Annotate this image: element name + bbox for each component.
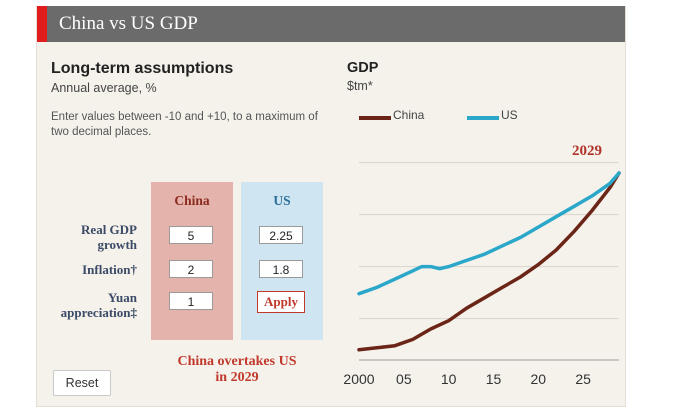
x-tick-label: 05 bbox=[396, 371, 412, 387]
apply-button[interactable]: Apply bbox=[257, 291, 305, 313]
china-inflation-input[interactable]: 2 bbox=[169, 260, 213, 278]
row-label-yuan-appreciation: Yuan appreciation‡ bbox=[61, 290, 137, 320]
x-tick-label: 2000 bbox=[343, 371, 374, 387]
overtake-year-label: 2029 bbox=[572, 143, 602, 159]
assumptions-instructions: Enter values between -10 and +10, to a m… bbox=[51, 111, 318, 138]
us-column-header: US bbox=[273, 193, 291, 208]
x-tick-label: 25 bbox=[575, 371, 591, 387]
row-label-line2: growth bbox=[97, 237, 137, 252]
row-label-line2: appreciation‡ bbox=[60, 305, 137, 320]
header-accent-bar bbox=[37, 6, 47, 42]
x-tick-label: 10 bbox=[441, 371, 457, 387]
assumptions-subtitle: Annual average, % bbox=[51, 81, 157, 95]
gdp-widget: China vs US GDP Long-term assumptions An… bbox=[36, 6, 626, 407]
chart-unit: $tm* bbox=[347, 79, 373, 93]
gdp-line-chart: 2000 05 10 15 20 25 bbox=[343, 162, 621, 387]
x-tick-label: 20 bbox=[531, 371, 547, 387]
row-label-line1: Inflation† bbox=[82, 262, 137, 277]
widget-title: China vs US GDP bbox=[59, 13, 198, 34]
us-gdp-growth-input[interactable]: 2.25 bbox=[259, 226, 303, 244]
overtake-message: China overtakes US in 2029 bbox=[137, 354, 337, 386]
widget-header: China vs US GDP bbox=[37, 6, 625, 42]
us-inflation-input[interactable]: 1.8 bbox=[259, 260, 303, 278]
china-yuan-appreciation-input[interactable]: 1 bbox=[169, 292, 213, 310]
china-column-header: China bbox=[174, 193, 210, 208]
row-label-real-gdp-growth: Real GDP growth bbox=[81, 222, 137, 252]
row-label-inflation: Inflation† bbox=[82, 262, 137, 277]
row-label-line1: Yuan bbox=[107, 290, 137, 305]
overtake-line2: in 2029 bbox=[215, 370, 259, 385]
x-tick-label: 15 bbox=[486, 371, 502, 387]
series-line-us bbox=[357, 171, 621, 296]
legend-swatch-china bbox=[359, 116, 391, 120]
legend-swatch-us bbox=[467, 116, 499, 120]
legend-label-china: China bbox=[393, 108, 425, 122]
reset-button[interactable]: Reset bbox=[53, 370, 111, 396]
overtake-line1: China overtakes US bbox=[177, 354, 297, 369]
assumptions-title: Long-term assumptions bbox=[51, 60, 234, 77]
series-line-china bbox=[357, 171, 621, 352]
china-gdp-growth-input[interactable]: 5 bbox=[169, 226, 213, 244]
chart-title: GDP bbox=[347, 60, 379, 76]
legend-label-us: US bbox=[501, 108, 518, 122]
row-label-line1: Real GDP bbox=[81, 222, 137, 237]
